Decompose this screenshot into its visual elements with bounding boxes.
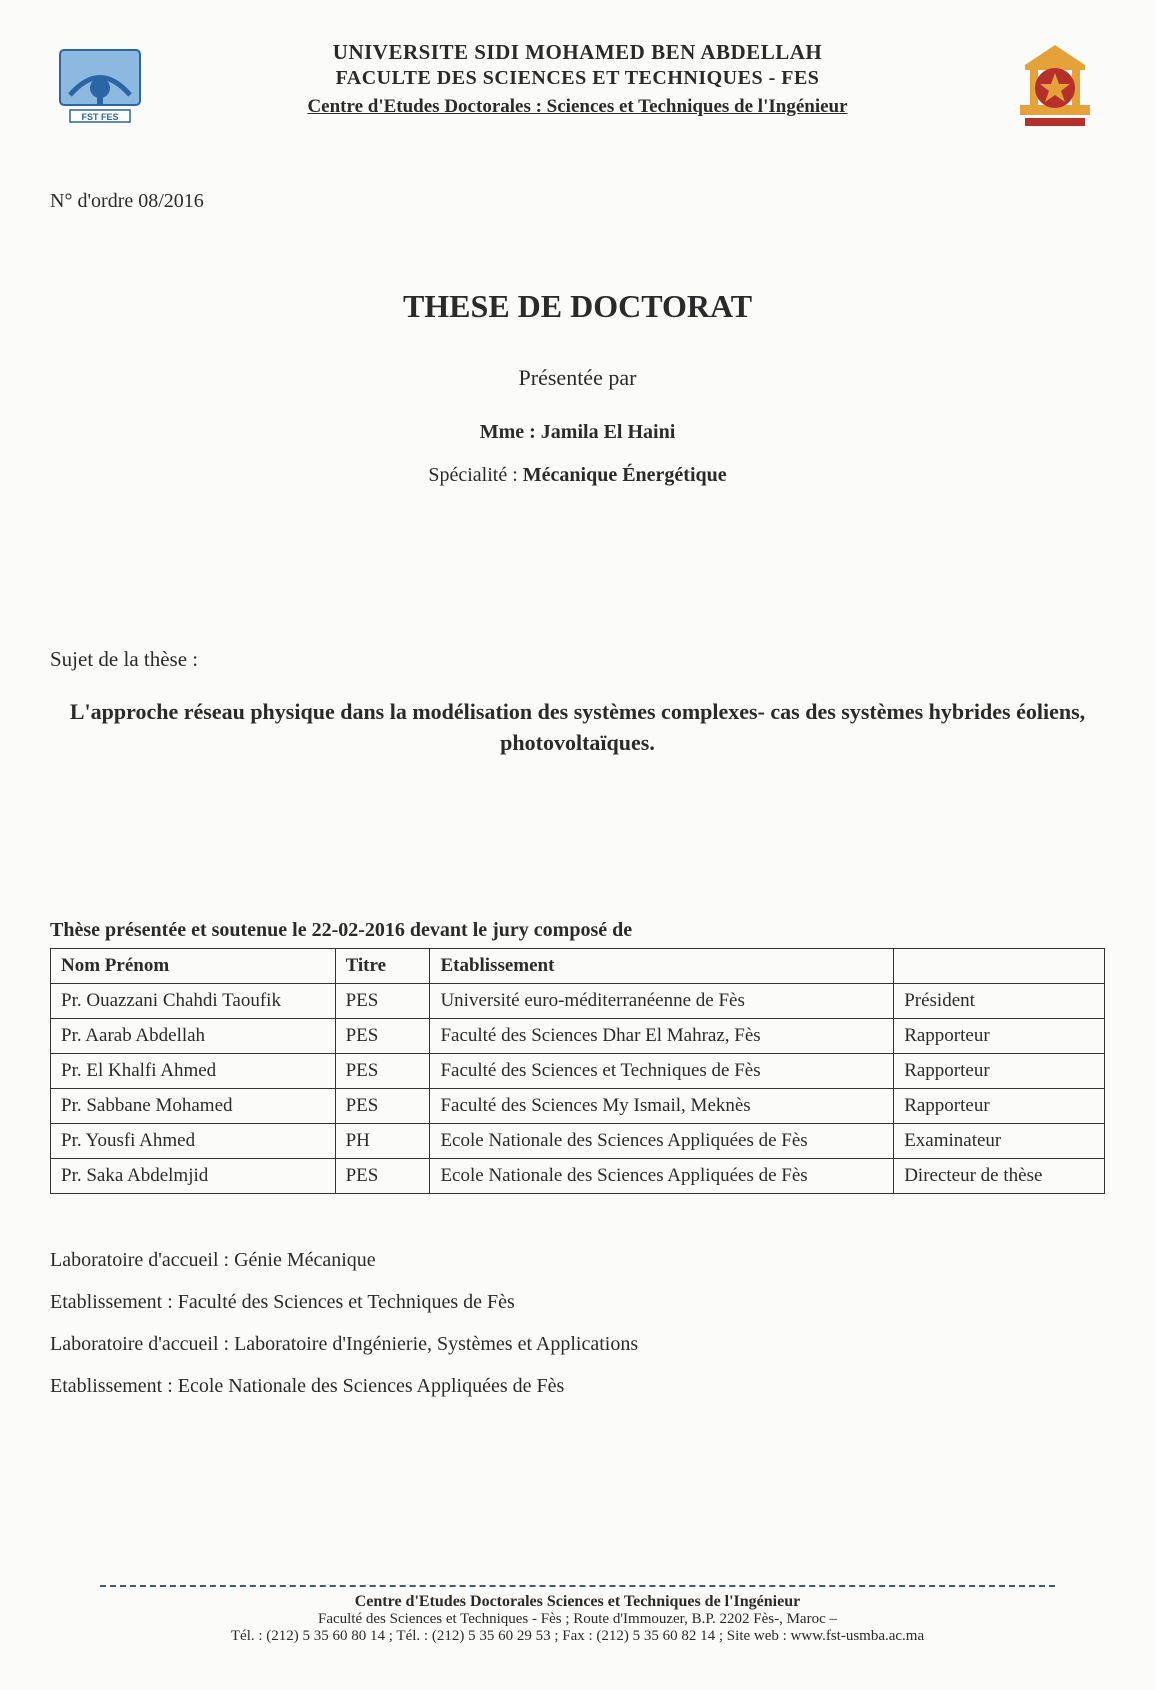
author-name: Mme : Jamila El Haini bbox=[50, 421, 1105, 444]
table-cell: Pr. Sabbane Mohamed bbox=[51, 1088, 336, 1123]
table-cell: Faculté des Sciences et Techniques de Fè… bbox=[430, 1053, 894, 1088]
table-cell: Ecole Nationale des Sciences Appliquées … bbox=[430, 1158, 894, 1193]
presented-by-label: Présentée par bbox=[50, 365, 1105, 391]
table-cell: Rapporteur bbox=[894, 1018, 1105, 1053]
table-cell: PES bbox=[335, 1158, 430, 1193]
table-cell: Faculté des Sciences Dhar El Mahraz, Fès bbox=[430, 1018, 894, 1053]
table-cell: PES bbox=[335, 983, 430, 1018]
table-row: Pr. Saka AbdelmjidPESEcole Nationale des… bbox=[51, 1158, 1105, 1193]
footer-center-name: Centre d'Etudes Doctorales Sciences et T… bbox=[0, 1593, 1155, 1611]
document-header: FST FES UNIVERSITE SIDI MOHAMED BEN ABDE… bbox=[50, 40, 1105, 130]
table-cell: PES bbox=[335, 1053, 430, 1088]
table-cell: Ecole Nationale des Sciences Appliquées … bbox=[430, 1123, 894, 1158]
footer-separator bbox=[100, 1585, 1055, 1587]
footer-address: Faculté des Sciences et Techniques - Fès… bbox=[0, 1611, 1155, 1628]
subject-label: Sujet de la thèse : bbox=[50, 647, 1105, 672]
lab-info-line: Etablissement : Ecole Nationale des Scie… bbox=[50, 1365, 1105, 1407]
table-cell: Pr. Aarab Abdellah bbox=[51, 1018, 336, 1053]
table-cell: Président bbox=[894, 983, 1105, 1018]
table-header-row: Nom Prénom Titre Etablissement bbox=[51, 948, 1105, 983]
table-cell: PES bbox=[335, 1088, 430, 1123]
table-cell: Pr. Saka Abdelmjid bbox=[51, 1158, 336, 1193]
doctoral-center: Centre d'Etudes Doctorales : Sciences et… bbox=[307, 96, 847, 118]
lab-info-line: Etablissement : Faculté des Sciences et … bbox=[50, 1281, 1105, 1323]
table-row: Pr. Sabbane MohamedPESFaculté des Scienc… bbox=[51, 1088, 1105, 1123]
column-header-role bbox=[894, 948, 1105, 983]
table-row: Pr. Ouazzani Chahdi TaoufikPESUniversité… bbox=[51, 983, 1105, 1018]
right-logo bbox=[1005, 40, 1105, 130]
jury-heading: Thèse présentée et soutenue le 22-02-201… bbox=[50, 919, 1105, 942]
column-header-name: Nom Prénom bbox=[51, 948, 336, 983]
document-title: THESE DE DOCTORAT bbox=[50, 288, 1105, 325]
thesis-subject: L'approche réseau physique dans la modél… bbox=[50, 697, 1105, 759]
table-cell: Pr. Ouazzani Chahdi Taoufik bbox=[51, 983, 336, 1018]
table-cell: Pr. Yousfi Ahmed bbox=[51, 1123, 336, 1158]
table-cell: Examinateur bbox=[894, 1123, 1105, 1158]
order-number: N° d'ordre 08/2016 bbox=[50, 190, 1105, 213]
lab-info-line: Laboratoire d'accueil : Laboratoire d'In… bbox=[50, 1323, 1105, 1365]
table-cell: Université euro-méditerranéenne de Fès bbox=[430, 983, 894, 1018]
table-cell: Pr. El Khalfi Ahmed bbox=[51, 1053, 336, 1088]
faculty-name: FACULTE DES SCIENCES ET TECHNIQUES - FES bbox=[170, 67, 985, 90]
table-cell: Faculté des Sciences My Ismail, Meknès bbox=[430, 1088, 894, 1123]
table-cell: Rapporteur bbox=[894, 1088, 1105, 1123]
university-name: UNIVERSITE SIDI MOHAMED BEN ABDELLAH bbox=[170, 40, 985, 65]
left-logo: FST FES bbox=[50, 40, 150, 130]
table-cell: Rapporteur bbox=[894, 1053, 1105, 1088]
table-row: Pr. El Khalfi AhmedPESFaculté des Scienc… bbox=[51, 1053, 1105, 1088]
column-header-title: Titre bbox=[335, 948, 430, 983]
table-row: Pr. Yousfi AhmedPHEcole Nationale des Sc… bbox=[51, 1123, 1105, 1158]
table-cell: PES bbox=[335, 1018, 430, 1053]
document-footer: Centre d'Etudes Doctorales Sciences et T… bbox=[0, 1585, 1155, 1645]
table-row: Pr. Aarab AbdellahPESFaculté des Science… bbox=[51, 1018, 1105, 1053]
specialty-line: Spécialité : Mécanique Énergétique bbox=[50, 464, 1105, 487]
table-cell: Directeur de thèse bbox=[894, 1158, 1105, 1193]
specialty-value: Mécanique Énergétique bbox=[523, 464, 727, 486]
lab-info-line: Laboratoire d'accueil : Génie Mécanique bbox=[50, 1239, 1105, 1281]
table-cell: PH bbox=[335, 1123, 430, 1158]
specialty-label: Spécialité : bbox=[428, 464, 522, 486]
laboratory-info: Laboratoire d'accueil : Génie MécaniqueE… bbox=[50, 1239, 1105, 1407]
column-header-institution: Etablissement bbox=[430, 948, 894, 983]
jury-table: Nom Prénom Titre Etablissement Pr. Ouazz… bbox=[50, 948, 1105, 1194]
footer-contact: Tél. : (212) 5 35 60 80 14 ; Tél. : (212… bbox=[0, 1628, 1155, 1645]
svg-text:FST FES: FST FES bbox=[81, 112, 118, 122]
